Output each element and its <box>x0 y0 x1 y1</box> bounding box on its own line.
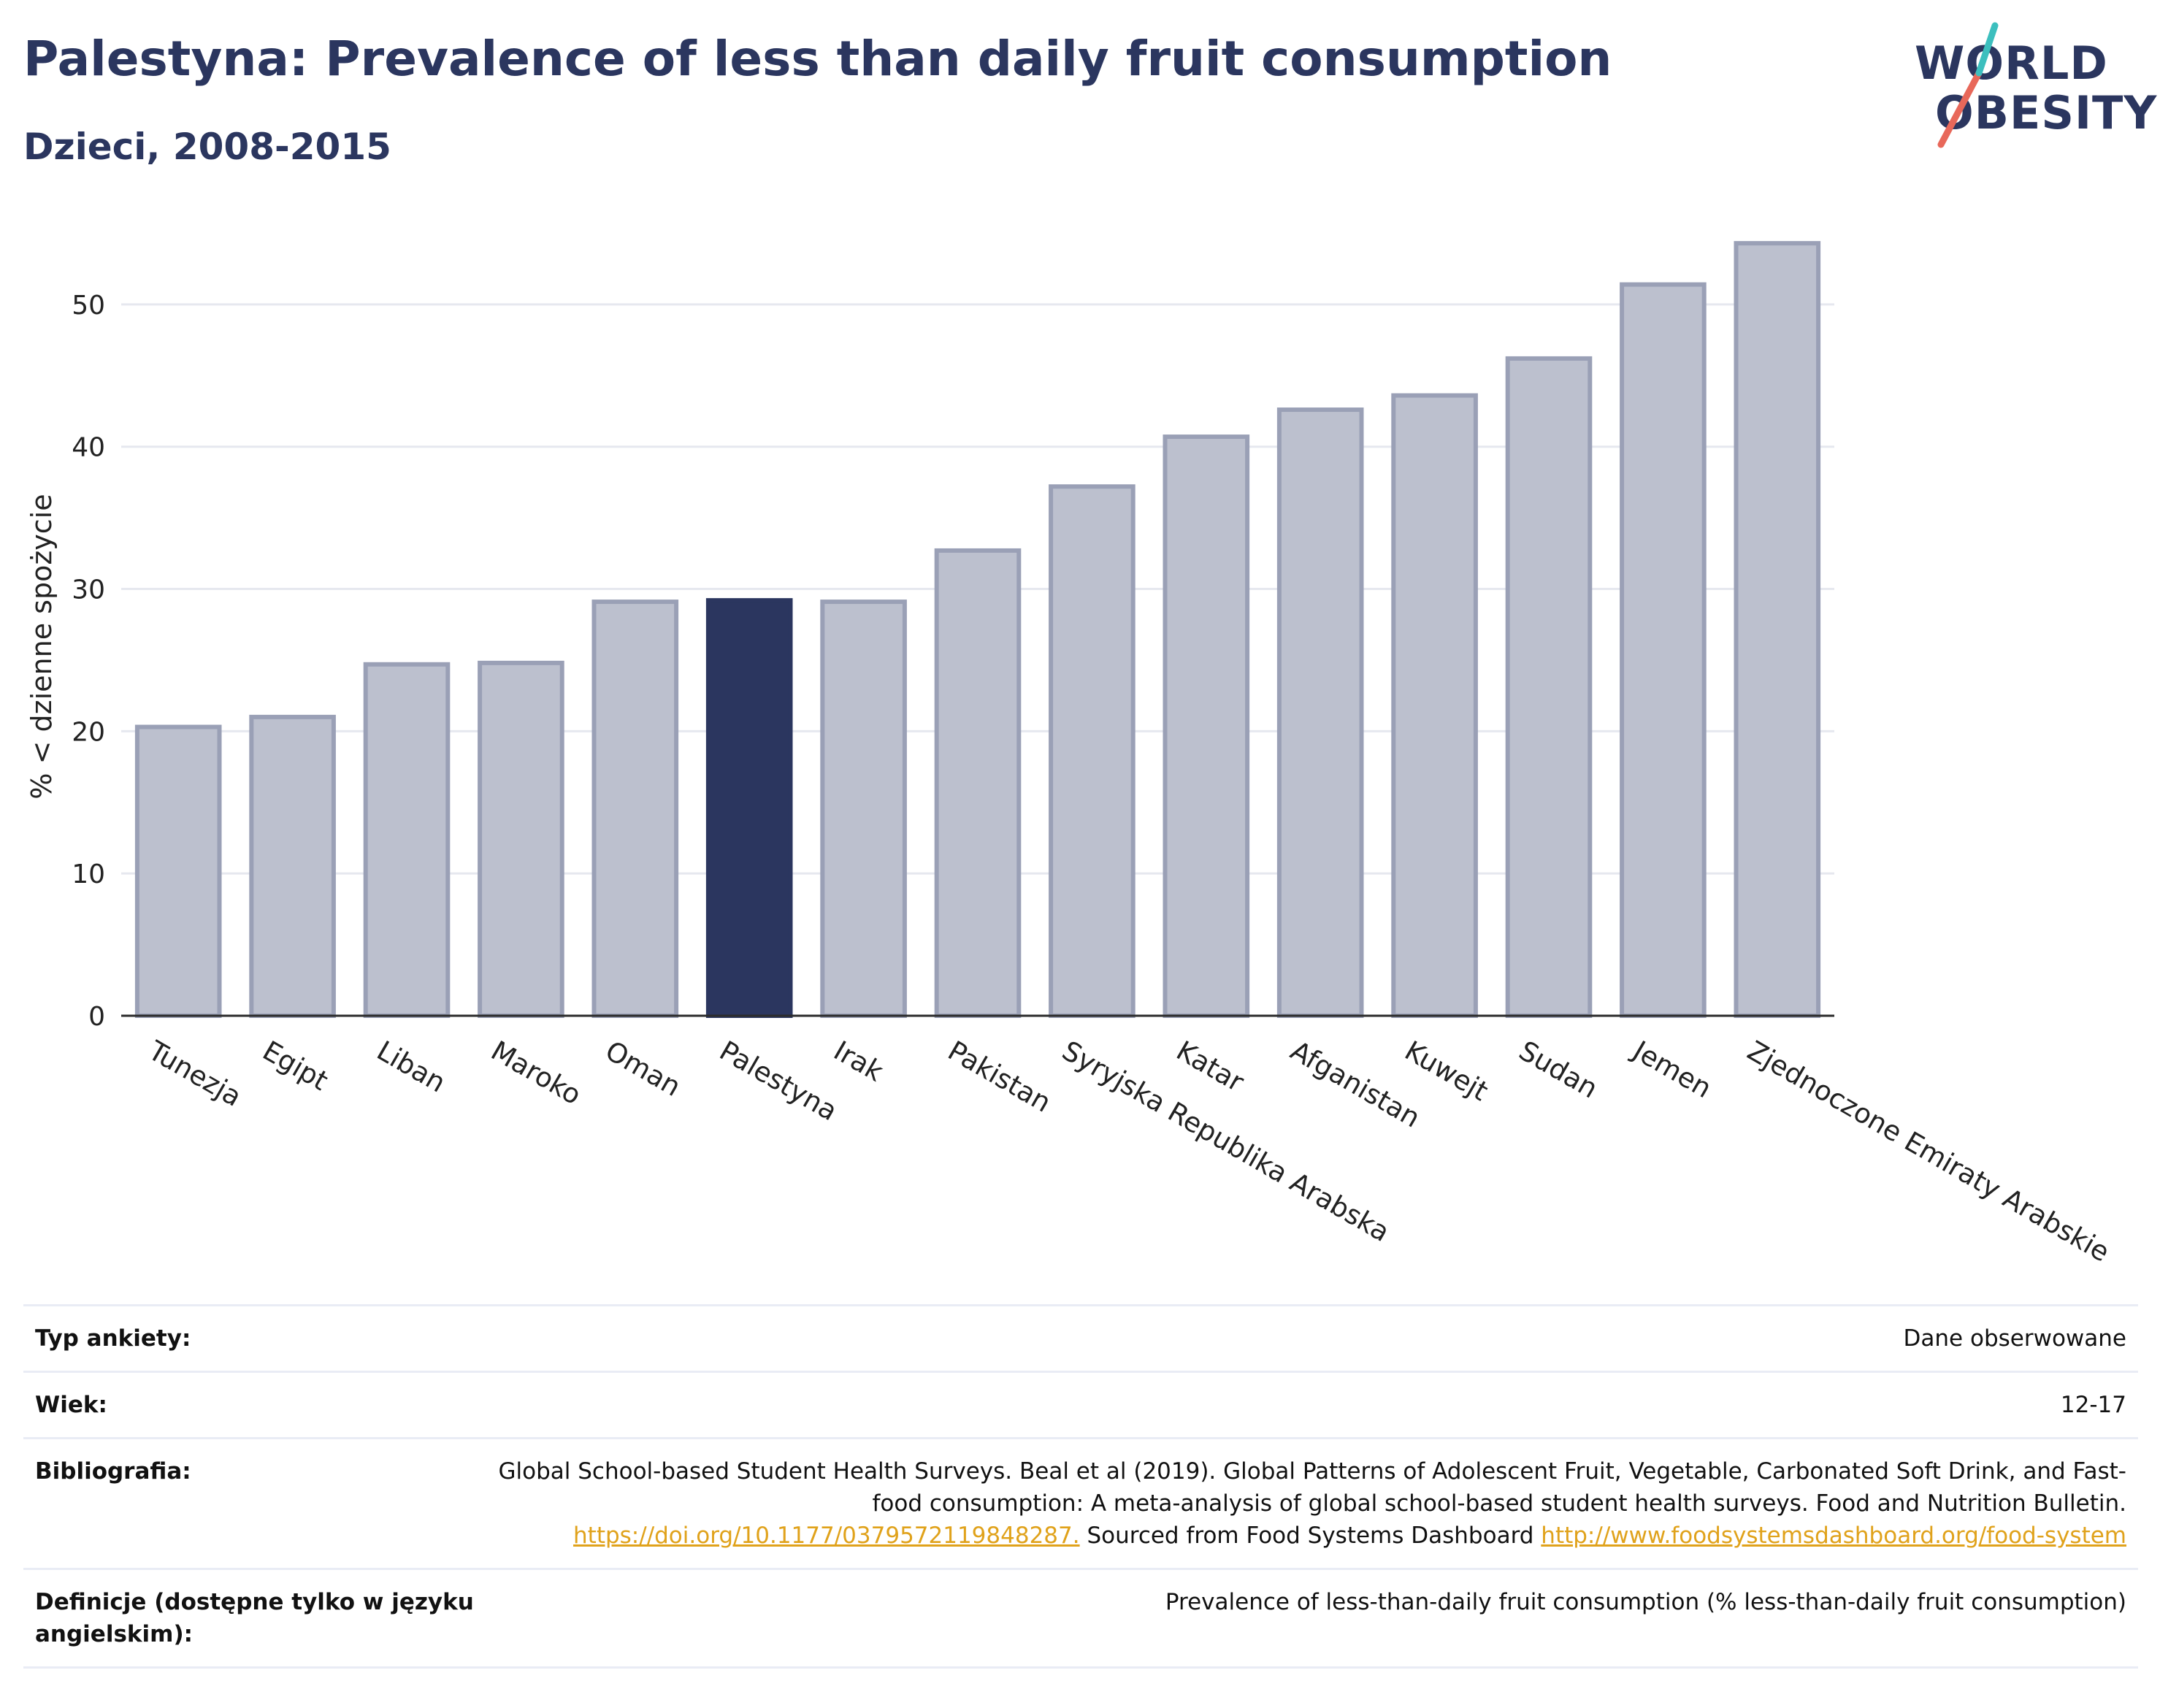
y-tick-label: 50 <box>72 291 105 321</box>
x-tick-label: Tunezja <box>142 1035 247 1113</box>
x-tick-label: Katar <box>1171 1035 1250 1098</box>
bar-egipt <box>249 714 336 1018</box>
y-axis-label: % < dzienne spożycie <box>26 494 58 799</box>
x-tick-label: Liban <box>372 1035 451 1098</box>
x-tick-label: Oman <box>600 1035 686 1103</box>
info-label: Definicje (dostępne tylko w języku angie… <box>35 1589 474 1647</box>
doi-link[interactable]: https://doi.org/10.1177/0379572119848287… <box>573 1523 1080 1549</box>
y-tick-label: 20 <box>72 717 105 747</box>
bar-zjednoczone-emiraty-arabskie <box>1734 241 1821 1018</box>
y-tick-label: 40 <box>72 433 105 463</box>
bar-oman <box>591 600 679 1018</box>
logo-line-1: WORLD <box>1915 37 2108 90</box>
x-tick-label: Zjednoczone Emiraty Arabskie <box>1742 1035 2115 1268</box>
bar-afganistan <box>1276 407 1364 1018</box>
dashboard-link[interactable]: http://www.foodsystemsdashboard.org/food… <box>1541 1523 2126 1549</box>
bibliography-source-text: Sourced from Food Systems Dashboard <box>1079 1523 1542 1549</box>
bar-sudan <box>1505 356 1593 1018</box>
bibliography-text: Global School-based Student Health Surve… <box>498 1458 2127 1517</box>
logo-line-2: OBESITY <box>1935 86 2158 139</box>
bar-pakistan <box>934 548 1022 1018</box>
bar-palestyna <box>705 598 793 1018</box>
x-tick-label: Kuwejt <box>1399 1035 1493 1107</box>
logo-slash-icon <box>1937 22 1999 148</box>
x-tick-labels: Tunezja Egipt Liban Maroko Oman PalestynaIrak… <box>142 1034 2115 1268</box>
x-tick-label: Pakistan <box>943 1035 1057 1119</box>
bar-liban <box>363 662 451 1018</box>
info-label: Bibliografia: <box>35 1458 191 1485</box>
bar-syryjska-republika-arabska <box>1049 484 1135 1018</box>
x-tick-label: Maroko <box>486 1035 586 1111</box>
bar-irak <box>820 600 907 1018</box>
y-tick-label: 0 <box>88 1002 105 1032</box>
info-row-age: Wiek: 12-17 <box>23 1371 2138 1437</box>
bar-jemen <box>1620 282 1707 1018</box>
info-value: Dane obserwowane <box>1903 1325 2126 1352</box>
x-tick-label: Egipt <box>257 1035 333 1097</box>
bar-chart: 0 10 20 30 40 50 Tunezja Egipt Liban Maroko Oman P… <box>26 241 2115 1268</box>
bars <box>134 241 1821 1018</box>
info-value: Prevalence of less-than-daily fruit cons… <box>1165 1589 2126 1615</box>
x-tick-label: Afganistan <box>1285 1035 1425 1134</box>
world-obesity-logo: WORLD OBESITY <box>1906 22 2156 153</box>
info-table: Typ ankiety: Dane obserwowane Wiek: 12-1… <box>23 1304 2138 1669</box>
y-tick-label: 30 <box>72 575 105 605</box>
y-tick-label: 10 <box>72 859 105 889</box>
x-tick-label: Palestyna <box>714 1035 843 1127</box>
page-title: Palestyna: Prevalence of less than daily… <box>23 31 1612 87</box>
bar-kuwejt <box>1391 393 1478 1018</box>
x-tick-label: Irak <box>828 1035 889 1088</box>
info-row-definitions: Definicje (dostępne tylko w języku angie… <box>23 1568 2138 1669</box>
info-row-bibliography: Bibliografia: Global School-based Studen… <box>23 1437 2138 1568</box>
page-subtitle: Dzieci, 2008-2015 <box>23 126 391 168</box>
bar-katar <box>1163 434 1250 1018</box>
info-label: Wiek: <box>35 1392 107 1418</box>
info-value: Global School-based Student Health Surve… <box>491 1455 2127 1552</box>
y-tick-labels: 0 10 20 30 40 50 <box>72 291 105 1032</box>
bar-maroko <box>478 660 564 1018</box>
info-row-survey-type: Typ ankiety: Dane obserwowane <box>23 1304 2138 1371</box>
x-tick-label: Jemen <box>1627 1034 1717 1104</box>
info-value: 12-17 <box>2060 1392 2126 1418</box>
x-tick-label: Sudan <box>1514 1035 1603 1105</box>
info-label: Typ ankiety: <box>35 1325 191 1352</box>
bar-tunezja <box>134 724 222 1018</box>
